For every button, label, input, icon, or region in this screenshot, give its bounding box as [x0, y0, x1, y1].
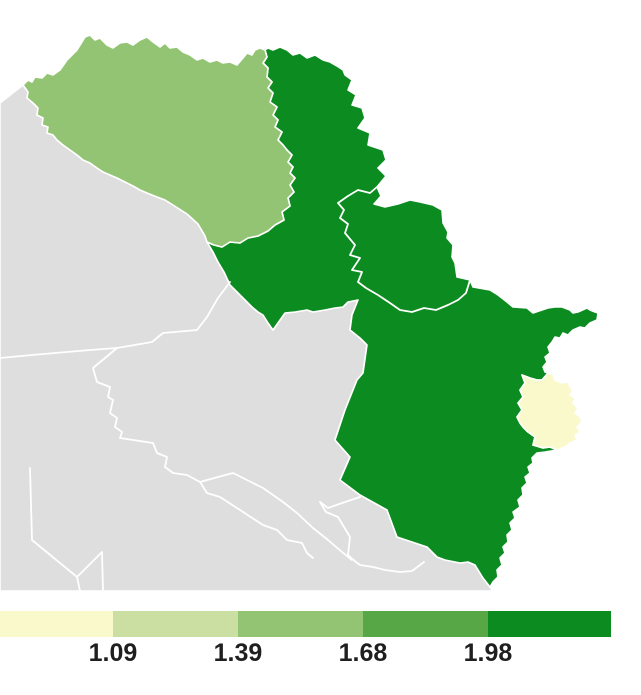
legend-tick-2: 1.39	[214, 639, 263, 667]
internal-borders	[0, 186, 471, 592]
border-line-nodata-1	[92, 281, 314, 559]
legend-tick-4: 1.98	[464, 639, 513, 667]
border-line-nodata-4	[199, 472, 353, 561]
map-regions	[0, 34, 599, 592]
legend-segment-3	[238, 611, 363, 637]
region-east-small-pale-yellow	[516, 372, 583, 451]
legend-ticks: 1.09 1.39 1.68 1.98	[89, 639, 513, 667]
border-line-nodata-2	[0, 347, 118, 359]
legend-segment-4	[363, 611, 488, 637]
legend-segment-5	[488, 611, 611, 637]
legend-bar	[0, 611, 611, 637]
border-line-nodata-3	[29, 467, 104, 592]
legend-segment-2	[113, 611, 238, 637]
border-line-central-divider	[337, 186, 471, 313]
legend-tick-3: 1.68	[339, 639, 388, 667]
border-line-nodata-5	[319, 496, 425, 573]
legend-tick-1: 1.09	[89, 639, 138, 667]
region-northwest-light-green	[22, 34, 296, 248]
legend-segment-1	[0, 611, 113, 637]
